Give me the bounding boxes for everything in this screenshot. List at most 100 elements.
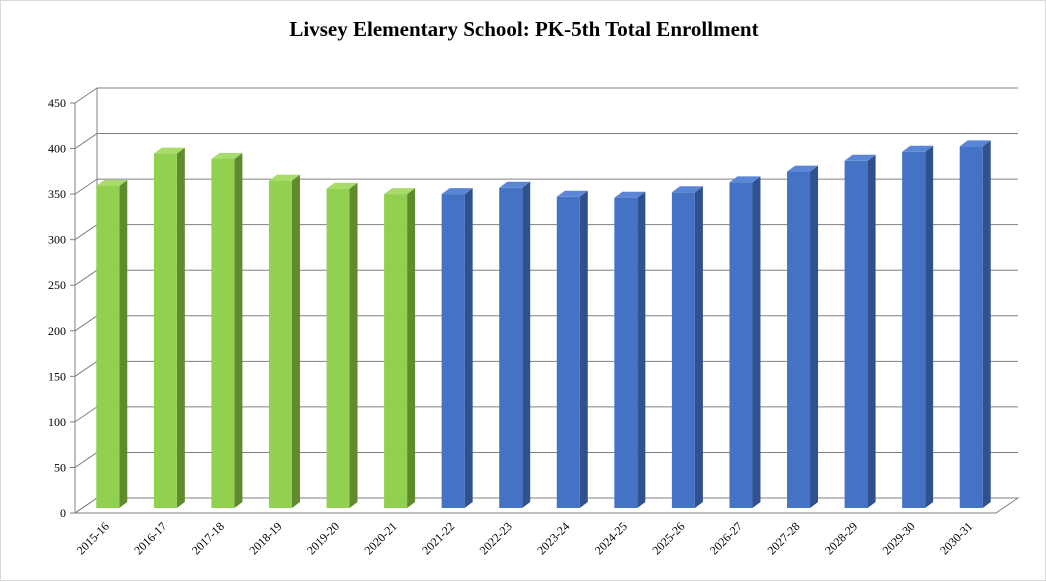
bar-side xyxy=(522,181,531,509)
bar xyxy=(384,188,416,508)
bar-front xyxy=(556,196,580,509)
bar-side xyxy=(579,190,588,509)
bar-side xyxy=(867,154,876,509)
y-tick-label: 200 xyxy=(48,324,66,338)
x-tick-label: 2022-23 xyxy=(477,519,515,557)
bar xyxy=(326,182,358,508)
x-tick-label: 2028-29 xyxy=(822,519,860,557)
bar-top xyxy=(787,165,819,172)
x-tick-label: 2019-20 xyxy=(304,519,342,557)
x-tick-label: 2024-25 xyxy=(592,519,630,557)
y-tick-labels: 0 50 100 150 200 250 300 350 400 450 xyxy=(48,96,66,520)
bar-front xyxy=(959,146,983,508)
x-tick-label: 2016-17 xyxy=(131,519,169,557)
bar-top xyxy=(96,180,128,186)
x-tick-label: 2029-30 xyxy=(880,519,918,557)
bar-front xyxy=(384,194,408,508)
gridline-depth xyxy=(74,224,98,241)
bar-top xyxy=(614,191,646,198)
bar xyxy=(959,140,991,508)
y-tick-label: 450 xyxy=(48,96,66,110)
x-tick-label: 2027-28 xyxy=(764,519,802,557)
bar xyxy=(729,176,761,508)
bar-front xyxy=(211,159,235,508)
bar-top xyxy=(384,188,416,195)
x-tick-label: 2030-31 xyxy=(937,519,975,557)
gridline-depth xyxy=(74,178,98,195)
y-tick-label: 50 xyxy=(54,460,66,474)
y-tick-label: 100 xyxy=(48,415,66,429)
bar-top xyxy=(902,145,934,152)
bar-top xyxy=(729,176,761,183)
y-tick-label: 150 xyxy=(48,369,66,383)
bar-side xyxy=(694,186,703,509)
bar-top xyxy=(499,181,531,188)
bar-top xyxy=(441,188,473,195)
bar-side xyxy=(925,145,934,509)
bar-front xyxy=(671,192,695,509)
bar-side xyxy=(176,147,185,508)
bar-top xyxy=(211,153,243,159)
x-tick-label: 2020-21 xyxy=(362,519,400,557)
bar-top xyxy=(153,147,185,154)
bar-side xyxy=(464,188,473,508)
bar-side xyxy=(982,140,991,508)
y-tick-label: 350 xyxy=(48,187,66,201)
bar-top xyxy=(326,182,358,189)
bar xyxy=(787,165,819,508)
bar-side xyxy=(234,153,243,508)
bar-side xyxy=(752,176,761,508)
x-tick-label: 2018-19 xyxy=(246,519,284,557)
bar xyxy=(556,190,588,509)
floor xyxy=(73,497,1020,514)
bar-front xyxy=(96,186,120,508)
y-tick-label: 0 xyxy=(60,506,66,520)
gridline-depth xyxy=(74,133,98,149)
bar xyxy=(614,191,646,508)
bar-side xyxy=(119,180,128,508)
bar xyxy=(902,145,934,509)
bar-front xyxy=(441,194,465,508)
bar-front xyxy=(268,180,292,508)
x-tick-label: 2017-18 xyxy=(189,519,227,557)
bar-top xyxy=(671,186,703,193)
bar xyxy=(499,181,531,509)
bar-front xyxy=(499,187,523,509)
bar-top xyxy=(556,190,588,197)
x-tick-label: 2023-24 xyxy=(534,519,572,557)
bar xyxy=(441,188,473,508)
y-tick-label: 250 xyxy=(48,278,66,292)
bar-front xyxy=(844,160,868,509)
bar-side xyxy=(291,174,300,508)
bar-front xyxy=(153,153,177,508)
bar xyxy=(671,186,703,509)
bar xyxy=(153,147,185,508)
gridline-depth xyxy=(74,315,98,332)
chart-title: Livsey Elementary School: PK-5th Total E… xyxy=(289,17,759,41)
bar-side xyxy=(349,182,358,508)
gridline-depth xyxy=(74,360,98,377)
bar-top xyxy=(844,154,876,161)
bar-front xyxy=(614,197,638,508)
x-tick-label: 2021-22 xyxy=(419,519,457,557)
bar-side xyxy=(637,191,646,508)
x-tick-label: 2026-27 xyxy=(707,519,745,557)
x-tick-label: 2025-26 xyxy=(649,519,687,557)
bar-top xyxy=(268,174,300,181)
y-tick-label: 400 xyxy=(48,142,66,156)
bar-top xyxy=(959,140,991,147)
bar xyxy=(268,174,300,508)
gridline-depth xyxy=(74,87,98,104)
x-tick-labels: 2015-16 2016-17 2017-18 2018-19 2019-20 2020-… xyxy=(74,519,976,557)
gridline-depth xyxy=(74,269,98,286)
bar xyxy=(844,154,876,509)
bar xyxy=(211,153,243,508)
gridline-depth xyxy=(74,452,98,468)
bar-front xyxy=(729,182,753,508)
x-tick-label: 2015-16 xyxy=(74,519,112,557)
bar-front xyxy=(902,151,926,509)
bars xyxy=(96,140,991,509)
y-tick-label: 300 xyxy=(48,233,66,247)
